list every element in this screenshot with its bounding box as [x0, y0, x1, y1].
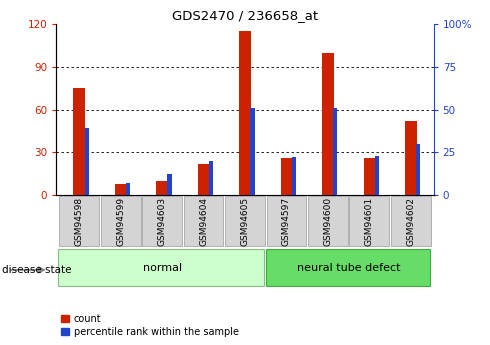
Bar: [115, 184, 126, 195]
Bar: [349, 196, 389, 246]
Text: GSM94605: GSM94605: [241, 197, 249, 246]
Bar: [250, 108, 254, 195]
Text: GSM94604: GSM94604: [199, 197, 208, 246]
Text: GDS2470 / 236658_at: GDS2470 / 236658_at: [172, 9, 318, 22]
Bar: [267, 196, 306, 246]
Text: GSM94603: GSM94603: [158, 197, 167, 246]
Bar: [156, 181, 168, 195]
Text: GSM94597: GSM94597: [282, 197, 291, 246]
Bar: [198, 164, 209, 195]
Bar: [391, 196, 431, 246]
Bar: [184, 196, 223, 246]
Bar: [292, 157, 296, 195]
Bar: [281, 158, 292, 195]
Bar: [416, 144, 420, 195]
Text: neural tube defect: neural tube defect: [297, 263, 400, 273]
Bar: [142, 196, 182, 246]
Bar: [308, 196, 348, 246]
Bar: [126, 183, 130, 195]
Bar: [225, 196, 265, 246]
Text: GSM94601: GSM94601: [365, 197, 374, 246]
Bar: [58, 249, 264, 286]
Text: GSM94600: GSM94600: [323, 197, 332, 246]
Bar: [74, 88, 85, 195]
Bar: [375, 156, 379, 195]
Text: GSM94598: GSM94598: [74, 197, 84, 246]
Text: normal: normal: [143, 263, 182, 273]
Bar: [85, 128, 89, 195]
Bar: [322, 53, 334, 195]
Text: disease state: disease state: [2, 265, 72, 275]
Bar: [209, 161, 213, 195]
Bar: [333, 108, 338, 195]
Text: GSM94602: GSM94602: [406, 197, 416, 246]
Text: GSM94599: GSM94599: [116, 197, 125, 246]
Bar: [364, 158, 375, 195]
Bar: [266, 249, 430, 286]
Bar: [59, 196, 99, 246]
Legend: count, percentile rank within the sample: count, percentile rank within the sample: [61, 314, 239, 337]
Bar: [101, 196, 141, 246]
Bar: [405, 121, 416, 195]
Bar: [168, 175, 172, 195]
Bar: [239, 31, 251, 195]
